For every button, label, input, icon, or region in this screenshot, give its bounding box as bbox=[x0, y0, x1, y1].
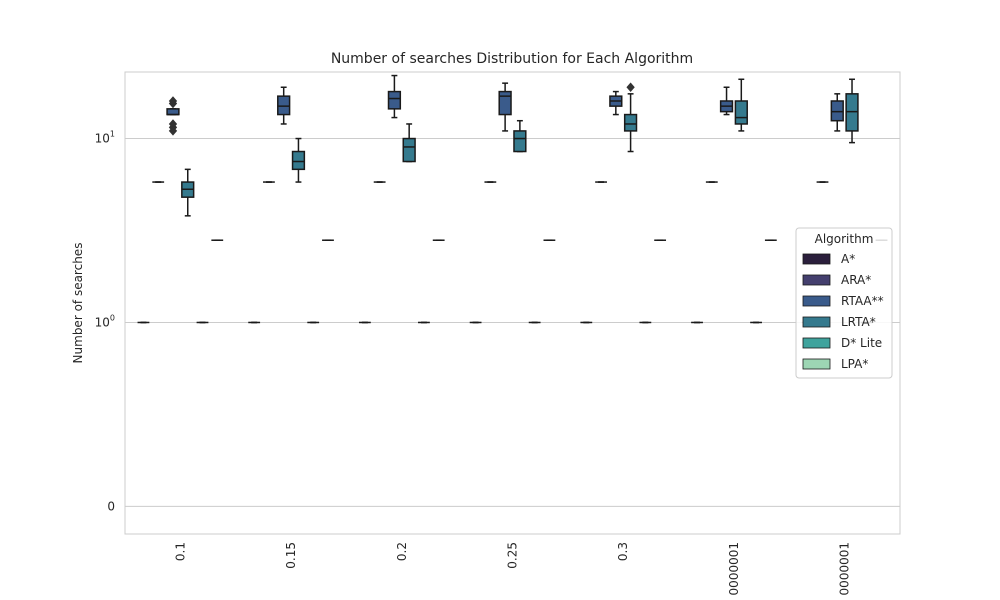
box-body bbox=[513, 130, 527, 153]
y-tick-label: 0 bbox=[107, 499, 115, 513]
box-RTAA** bbox=[277, 86, 291, 125]
box-LRTA* bbox=[734, 78, 748, 132]
x-tick-label: 0000001 bbox=[838, 542, 852, 595]
legend-title: Algorithm bbox=[815, 232, 874, 246]
box-LRTA* bbox=[402, 123, 416, 163]
box-LRTA* bbox=[181, 168, 195, 217]
legend-label: RTAA** bbox=[841, 294, 884, 308]
legend-swatch bbox=[802, 316, 831, 328]
box-body bbox=[734, 100, 748, 125]
outlier-point bbox=[168, 119, 178, 129]
y-tick-label: 101 bbox=[95, 130, 115, 146]
legend-label: LRTA* bbox=[841, 315, 876, 329]
outlier-point bbox=[168, 96, 178, 106]
x-tick-label: 0.1 bbox=[173, 542, 187, 561]
legend: Algorithm A* ARA* RTAA** LRTA* D* Lite LPA* bbox=[795, 227, 893, 379]
x-tick-label: 0.25 bbox=[506, 542, 520, 569]
box-RTAA** bbox=[830, 93, 844, 132]
box-RTAA** bbox=[498, 82, 512, 132]
box-LRTA* bbox=[513, 119, 527, 153]
y-axis-ticks: 0 100 101 bbox=[95, 130, 115, 514]
plot-area bbox=[124, 71, 901, 535]
legend-swatch bbox=[802, 358, 831, 370]
x-tick-label: 0.2 bbox=[395, 542, 409, 561]
y-axis-label: Number of searches bbox=[71, 243, 85, 364]
x-tick-label: 0.15 bbox=[284, 542, 298, 569]
legend-label: A* bbox=[841, 252, 855, 266]
box-RTAA** bbox=[166, 96, 180, 136]
legend-label: ARA* bbox=[841, 273, 871, 287]
y-tick-label: 100 bbox=[95, 313, 115, 329]
box-body bbox=[387, 90, 402, 110]
box-body bbox=[402, 137, 416, 163]
x-tick-label: 0.3 bbox=[616, 542, 630, 561]
x-tick-label: 0000001 bbox=[727, 542, 741, 595]
box-LRTA* bbox=[845, 78, 859, 144]
x-axis-ticks: 0.1 0.15 0.2 0.25 0.3 0000001 0000001 bbox=[173, 542, 851, 595]
chart-title: Number of searches Distribution for Each… bbox=[331, 51, 693, 67]
legend-label: D* Lite bbox=[841, 336, 882, 350]
legend-swatch bbox=[802, 274, 831, 286]
box-body bbox=[830, 100, 844, 122]
legend-swatch bbox=[802, 337, 831, 349]
box-body bbox=[277, 95, 291, 116]
box-body bbox=[166, 108, 180, 116]
box-RTAA** bbox=[609, 90, 623, 116]
box-LRTA* bbox=[291, 137, 306, 183]
box-body bbox=[498, 90, 512, 116]
outlier-point bbox=[626, 82, 635, 93]
box-body bbox=[291, 150, 306, 171]
box-body bbox=[623, 113, 638, 132]
box-RTAA** bbox=[719, 86, 734, 116]
legend-swatch bbox=[802, 253, 831, 265]
legend-swatch bbox=[802, 295, 831, 307]
box-RTAA** bbox=[387, 74, 402, 119]
box-LRTA* bbox=[623, 82, 638, 153]
legend-label: LPA* bbox=[841, 357, 868, 371]
